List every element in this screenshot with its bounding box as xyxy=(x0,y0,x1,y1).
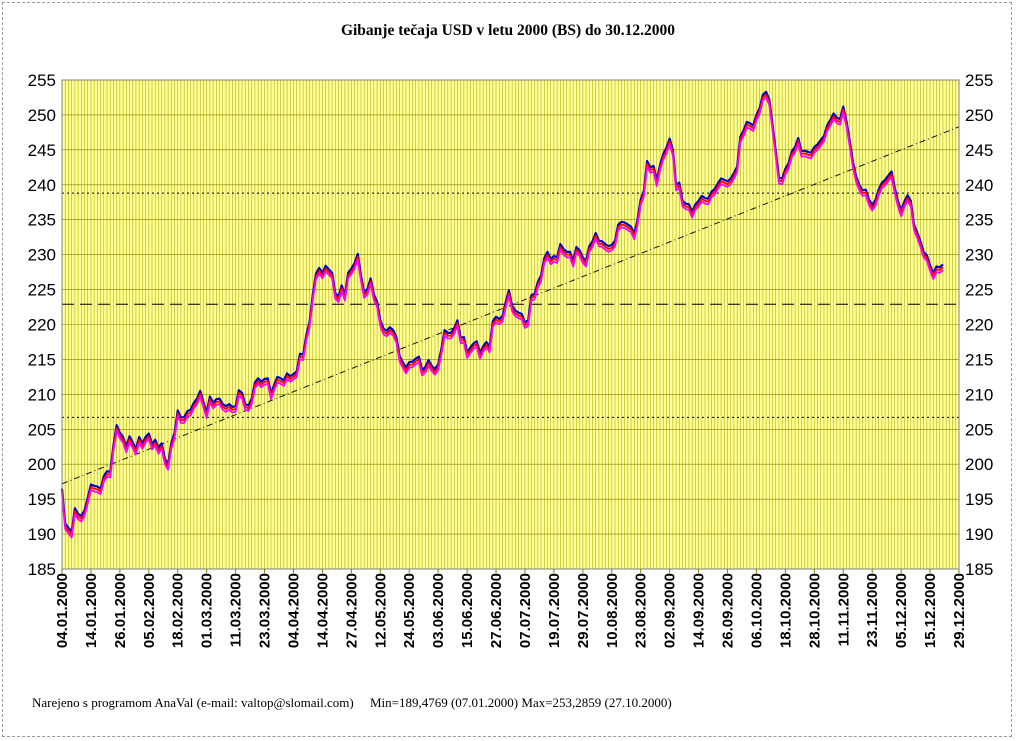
x-tick-label: 12.05.2000 xyxy=(372,573,389,648)
x-tick-label: 28.10.2000 xyxy=(806,573,823,648)
y-tick-label-left: 200 xyxy=(28,455,56,474)
y-tick-label-left: 220 xyxy=(28,316,56,335)
series-line-2 xyxy=(61,96,944,539)
x-tick-label: 23.08.2000 xyxy=(633,573,650,648)
y-tick-label-left: 240 xyxy=(28,176,56,195)
y-tick-label-right: 245 xyxy=(965,141,993,160)
y-axis-left: 185 190 195 200 205 210 215 220 225 230 235 240 245 2… xyxy=(28,71,56,579)
x-tick-label: 23.11.2000 xyxy=(864,573,881,647)
x-tick-label: 14.01.2000 xyxy=(83,573,100,648)
y-tick-label-right: 230 xyxy=(965,246,993,265)
y-tick-label-left: 190 xyxy=(28,525,56,544)
y-tick-label-left: 205 xyxy=(28,420,56,439)
x-tick-label: 29.12.2000 xyxy=(951,573,968,648)
y-tick-label-left: 250 xyxy=(28,106,56,125)
x-tick-label: 26.01.2000 xyxy=(112,573,129,648)
x-tick-label: 19.07.2000 xyxy=(546,573,563,648)
x-tick-label: 04.01.2000 xyxy=(54,573,71,648)
y-tick-label-left: 235 xyxy=(28,211,56,230)
x-tick-label: 06.10.2000 xyxy=(749,573,766,648)
x-tick-label: 29.07.2000 xyxy=(575,573,592,648)
x-tick-label: 24.05.2000 xyxy=(401,573,418,648)
x-tick-label: 26.09.2000 xyxy=(720,573,737,648)
y-tick-label-right: 215 xyxy=(965,350,993,369)
x-tick-label: 11.03.2000 xyxy=(228,573,245,647)
x-tick-label: 18.02.2000 xyxy=(170,573,187,648)
x-tick-label: 23.03.2000 xyxy=(257,573,274,648)
y-tick-label-left: 185 xyxy=(28,560,56,579)
x-tick-label: 04.04.2000 xyxy=(286,573,303,648)
y-tick-label-right: 200 xyxy=(965,455,993,474)
y-axis-right: 185 190 195 200 205 210 215 220 225 230 235 240 245 2… xyxy=(965,71,993,579)
y-tick-label-left: 225 xyxy=(28,281,56,300)
y-tick-label-right: 210 xyxy=(965,385,993,404)
x-tick-label: 03.06.2000 xyxy=(430,573,447,648)
x-tick-label: 11.11.2000 xyxy=(835,573,852,646)
y-tick-label-left: 215 xyxy=(28,350,56,369)
x-tick-label: 14.09.2000 xyxy=(691,573,708,648)
y-tick-label-right: 235 xyxy=(965,211,993,230)
y-tick-label-right: 225 xyxy=(965,281,993,300)
y-tick-label-right: 240 xyxy=(965,176,993,195)
x-tick-label: 02.09.2000 xyxy=(662,573,679,648)
chart-title: Gibanje tečaja USD v letu 2000 (BS) do 3… xyxy=(340,22,676,39)
x-tick-label: 01.03.2000 xyxy=(199,573,216,648)
y-tick-label-left: 195 xyxy=(28,490,56,509)
y-tick-label-left: 210 xyxy=(28,385,56,404)
x-tick-label: 05.12.2000 xyxy=(893,573,910,648)
y-tick-label-right: 205 xyxy=(965,420,993,439)
y-tick-label-right: 190 xyxy=(965,525,993,544)
x-tick-label: 07.07.2000 xyxy=(517,573,534,648)
y-tick-label-right: 195 xyxy=(965,490,993,509)
x-tick-label: 18.10.2000 xyxy=(777,573,794,648)
x-tick-label: 05.02.2000 xyxy=(141,573,158,648)
series-lines xyxy=(60,90,944,539)
x-tick-label: 15.06.2000 xyxy=(459,573,476,648)
y-tick-label-right: 255 xyxy=(965,71,993,90)
footer-note: Narejeno s programom AnaVal (e-mail: val… xyxy=(32,695,672,710)
y-tick-label-right: 185 xyxy=(965,560,993,579)
x-axis: 04.01.2000 14.01.2000 26.01.2000 05.02.2000… xyxy=(54,569,968,648)
x-tick-label: 15.12.2000 xyxy=(922,573,939,648)
y-tick-label-left: 255 xyxy=(28,71,56,90)
plot-border xyxy=(61,79,960,570)
y-tick-label-left: 230 xyxy=(28,246,56,265)
horizontal-gridlines xyxy=(62,79,959,570)
x-tick-label: 27.06.2000 xyxy=(488,573,505,648)
x-tick-label: 27.04.2000 xyxy=(343,573,360,648)
y-tick-label-right: 220 xyxy=(965,316,993,335)
x-tick-label: 10.08.2000 xyxy=(604,573,621,648)
y-tick-label-right: 250 xyxy=(965,106,993,125)
x-tick-label: 14.04.2000 xyxy=(314,573,331,648)
y-tick-label-left: 245 xyxy=(28,141,56,160)
